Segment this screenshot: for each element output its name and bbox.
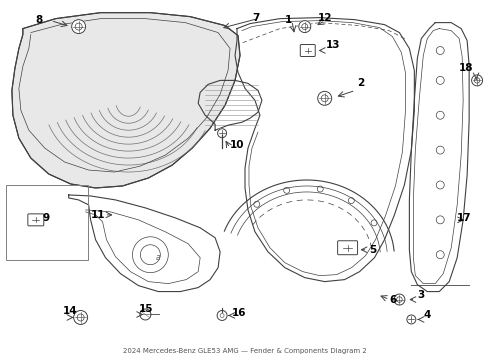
Circle shape [217,310,227,320]
Bar [6,185,88,260]
Circle shape [74,310,88,324]
Text: 11: 11 [91,210,105,220]
Text: 6: 6 [390,294,397,305]
Text: 9: 9 [43,213,50,223]
Text: 14: 14 [63,306,77,316]
Circle shape [407,315,416,324]
Text: 15: 15 [138,305,153,315]
FancyBboxPatch shape [338,241,358,255]
Circle shape [394,294,405,305]
Circle shape [218,129,226,138]
Text: a: a [156,253,161,262]
Text: 7: 7 [252,13,259,23]
FancyBboxPatch shape [28,214,44,226]
Circle shape [140,309,151,320]
FancyBboxPatch shape [300,45,315,57]
Polygon shape [12,13,240,188]
Text: 5: 5 [369,245,377,255]
Text: 2: 2 [358,78,365,88]
Text: 3: 3 [417,289,424,300]
Text: 8: 8 [36,15,43,24]
Text: 16: 16 [232,309,246,319]
Circle shape [318,91,332,105]
Circle shape [299,21,311,32]
Text: 13: 13 [326,40,340,50]
Circle shape [471,75,483,86]
Text: 1: 1 [285,15,292,24]
Circle shape [72,20,86,33]
Text: 10: 10 [230,140,245,150]
Text: 17: 17 [457,213,472,223]
Text: 4: 4 [423,310,431,320]
Text: 18: 18 [459,63,474,73]
Text: 12: 12 [318,13,332,23]
Text: 2024 Mercedes-Benz GLE53 AMG — Fender & Components Diagram 2: 2024 Mercedes-Benz GLE53 AMG — Fender & … [123,348,367,354]
